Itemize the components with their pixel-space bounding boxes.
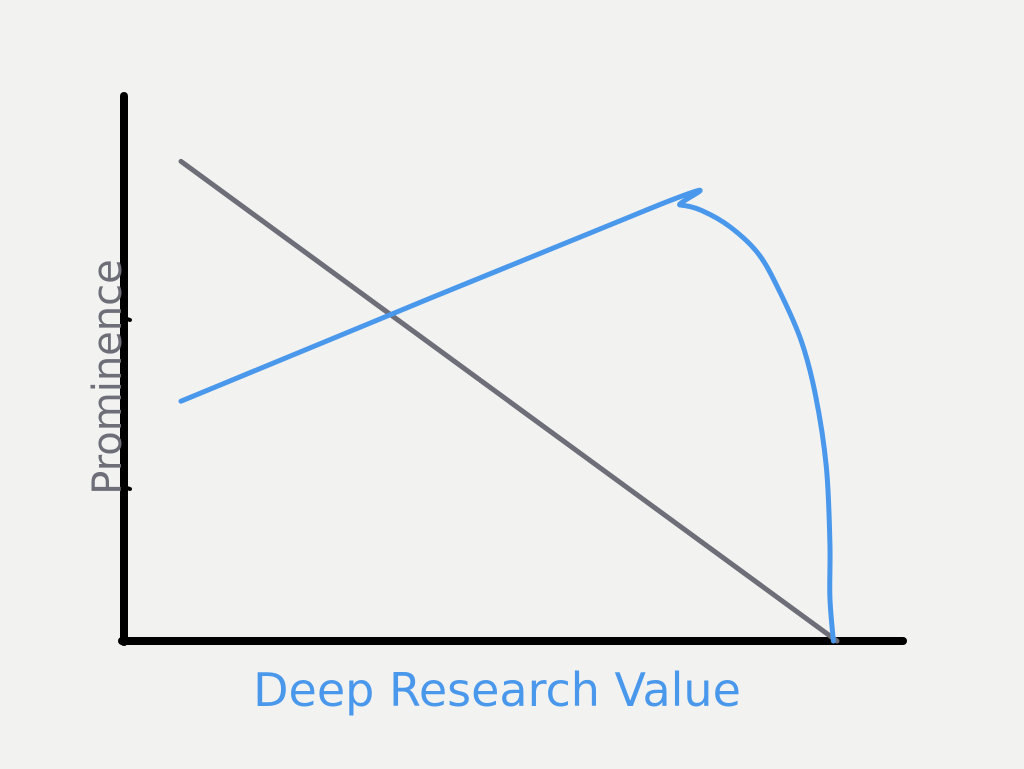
series-layer — [178, 158, 840, 644]
x-axis-label: Deep Research Value — [253, 663, 741, 717]
y-axis-mark — [122, 485, 132, 491]
y-axis-label: Prominence — [85, 259, 131, 494]
y-axis-mark — [122, 316, 132, 322]
series-line-2 — [178, 187, 836, 644]
series-line-1 — [178, 158, 840, 644]
